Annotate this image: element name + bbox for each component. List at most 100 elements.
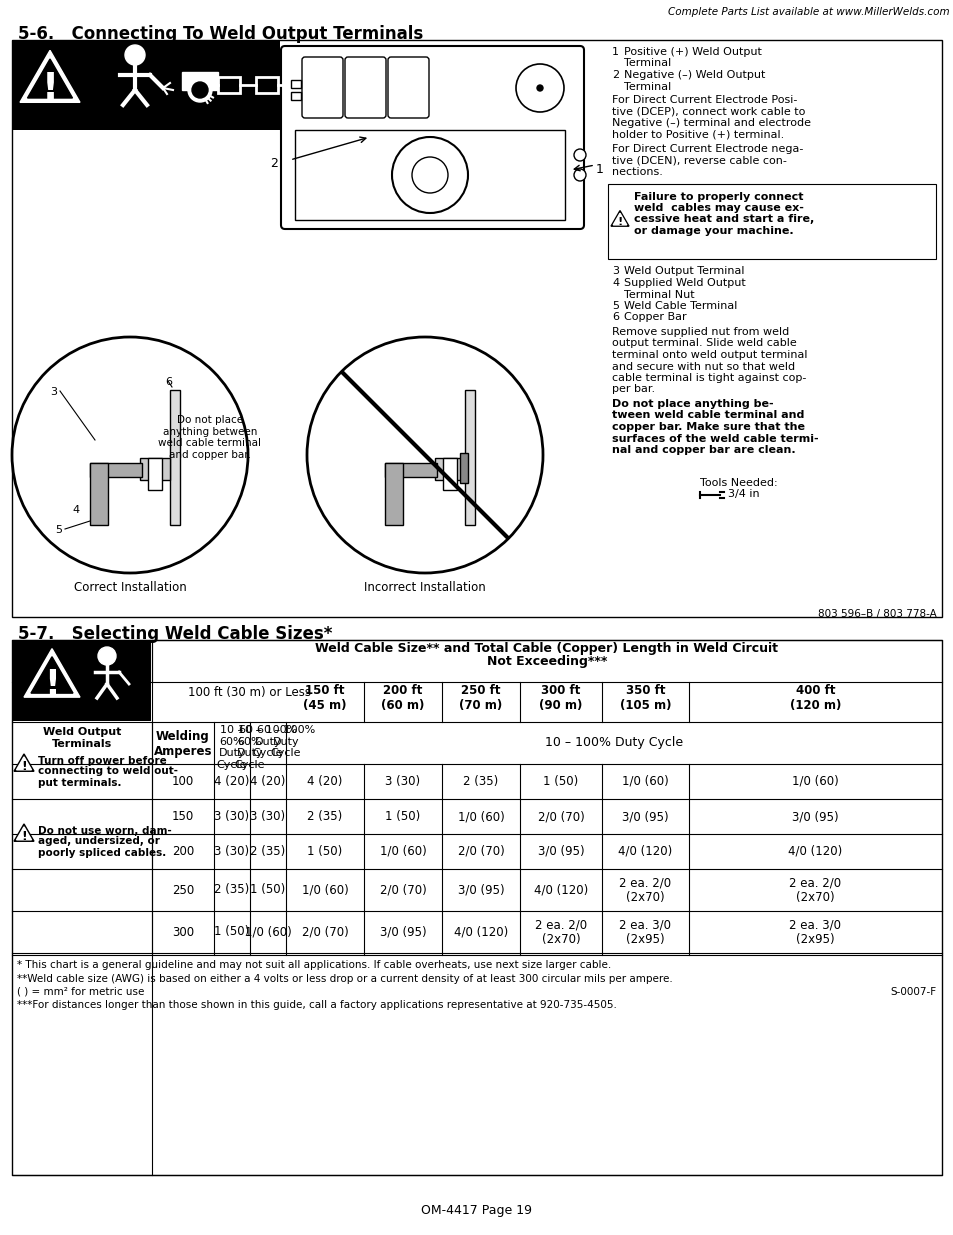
Text: 2 ea. 2/0
(2x70): 2 ea. 2/0 (2x70) xyxy=(535,918,586,946)
Circle shape xyxy=(188,78,212,103)
Text: 10 –
60%
Duty
Cycle: 10 – 60% Duty Cycle xyxy=(234,725,265,769)
Text: 1 (50): 1 (50) xyxy=(307,845,342,858)
Text: Correct Installation: Correct Installation xyxy=(73,580,186,594)
Text: 2: 2 xyxy=(270,157,277,170)
Text: Weld Output
Terminals: Weld Output Terminals xyxy=(43,727,121,748)
Polygon shape xyxy=(30,657,73,693)
Bar xyxy=(12,40,280,130)
Text: S-0007-F: S-0007-F xyxy=(890,987,936,997)
Text: 5: 5 xyxy=(612,301,618,311)
Text: nal and copper bar are clean.: nal and copper bar are clean. xyxy=(612,445,795,454)
Bar xyxy=(464,390,475,525)
Circle shape xyxy=(516,64,563,112)
Bar xyxy=(291,80,301,88)
Text: 200: 200 xyxy=(172,845,193,858)
Bar xyxy=(148,458,162,490)
Text: 1/0 (60): 1/0 (60) xyxy=(621,776,668,788)
Text: !: ! xyxy=(617,217,622,227)
Bar xyxy=(12,40,941,618)
Text: copper bar. Make sure that the: copper bar. Make sure that the xyxy=(612,422,804,432)
Circle shape xyxy=(574,149,585,161)
Bar xyxy=(459,453,468,483)
Circle shape xyxy=(125,44,145,65)
Bar xyxy=(442,458,456,490)
Text: 1 (50): 1 (50) xyxy=(214,925,250,939)
Text: 2/0 (70): 2/0 (70) xyxy=(301,925,348,939)
Text: 60 – 100%
Duty
Cycle: 60 – 100% Duty Cycle xyxy=(238,725,296,758)
Text: 300: 300 xyxy=(172,925,193,939)
Text: Remove supplied nut from weld: Remove supplied nut from weld xyxy=(612,327,788,337)
Text: 3 (30): 3 (30) xyxy=(251,810,285,823)
Text: 3: 3 xyxy=(50,387,57,396)
Text: Weld Cable Terminal: Weld Cable Terminal xyxy=(623,301,737,311)
Text: 2/0 (70): 2/0 (70) xyxy=(379,883,426,897)
Text: Terminal: Terminal xyxy=(623,82,671,91)
Polygon shape xyxy=(14,753,34,772)
Polygon shape xyxy=(24,648,80,698)
Text: 3 (30): 3 (30) xyxy=(214,845,250,858)
Text: **Weld cable size (AWG) is based on either a 4 volts or less drop or a current d: **Weld cable size (AWG) is based on eith… xyxy=(17,974,672,984)
Polygon shape xyxy=(28,59,72,98)
Text: For Direct Current Electrode Posi-: For Direct Current Electrode Posi- xyxy=(612,95,797,105)
Text: 2 ea. 3/0
(2x95): 2 ea. 3/0 (2x95) xyxy=(789,918,841,946)
Text: 3/0 (95): 3/0 (95) xyxy=(791,810,838,823)
Text: output terminal. Slide weld cable: output terminal. Slide weld cable xyxy=(612,338,796,348)
Text: Failure to properly connect: Failure to properly connect xyxy=(634,191,802,201)
Circle shape xyxy=(98,647,116,664)
Text: 4/0 (120): 4/0 (120) xyxy=(454,925,508,939)
Text: 4 (20): 4 (20) xyxy=(250,776,285,788)
Bar xyxy=(12,640,941,1174)
Bar xyxy=(90,463,108,525)
Text: 4: 4 xyxy=(71,505,79,515)
Text: * This chart is a general guideline and may not suit all applications. If cable : * This chart is a general guideline and … xyxy=(17,960,611,969)
Text: 400 ft
(120 m): 400 ft (120 m) xyxy=(789,684,841,713)
Text: 6: 6 xyxy=(612,312,618,322)
Text: 10 – 100% Duty Cycle: 10 – 100% Duty Cycle xyxy=(544,736,682,748)
Text: Complete Parts List available at www.MillerWelds.com: Complete Parts List available at www.Mil… xyxy=(668,7,949,17)
Text: !: ! xyxy=(21,830,27,844)
Bar xyxy=(291,91,301,100)
Bar xyxy=(607,184,935,258)
Text: 2/0 (70): 2/0 (70) xyxy=(537,810,584,823)
Circle shape xyxy=(537,85,542,91)
Text: 2: 2 xyxy=(612,70,618,80)
Text: Do not place anything be-: Do not place anything be- xyxy=(612,399,773,409)
Text: 250: 250 xyxy=(172,883,193,897)
Text: weld  cables may cause ex-: weld cables may cause ex- xyxy=(634,203,803,212)
Bar xyxy=(385,463,402,525)
Bar xyxy=(435,458,464,480)
FancyBboxPatch shape xyxy=(345,57,386,119)
Bar xyxy=(182,72,218,90)
Text: 6: 6 xyxy=(165,377,172,387)
Polygon shape xyxy=(20,51,80,103)
Text: surfaces of the weld cable termi-: surfaces of the weld cable termi- xyxy=(612,433,818,443)
Text: 100 ft (30 m) or Less: 100 ft (30 m) or Less xyxy=(189,685,312,699)
Text: Incorrect Installation: Incorrect Installation xyxy=(364,580,485,594)
Text: 3/0 (95): 3/0 (95) xyxy=(537,845,583,858)
Text: cessive heat and start a fire,: cessive heat and start a fire, xyxy=(634,215,814,225)
Text: 1/0 (60): 1/0 (60) xyxy=(301,883,348,897)
Text: Terminal Nut: Terminal Nut xyxy=(623,289,694,300)
Text: 3/0 (95): 3/0 (95) xyxy=(379,925,426,939)
Text: Not Exceeding***: Not Exceeding*** xyxy=(486,655,606,668)
Text: connecting to weld out-: connecting to weld out- xyxy=(38,767,178,777)
Polygon shape xyxy=(610,211,628,226)
FancyBboxPatch shape xyxy=(388,57,429,119)
Text: 4/0 (120): 4/0 (120) xyxy=(787,845,841,858)
Text: !: ! xyxy=(41,72,58,107)
Text: For Direct Current Electrode nega-: For Direct Current Electrode nega- xyxy=(612,144,802,154)
Text: Copper Bar: Copper Bar xyxy=(623,312,686,322)
Text: 3/4 in: 3/4 in xyxy=(727,489,759,499)
Text: 2/0 (70): 2/0 (70) xyxy=(457,845,504,858)
Text: Supplied Weld Output: Supplied Weld Output xyxy=(623,278,745,288)
Bar xyxy=(13,641,151,721)
Text: 3/0 (95): 3/0 (95) xyxy=(621,810,668,823)
Text: 3: 3 xyxy=(612,267,618,277)
Text: 1 (50): 1 (50) xyxy=(250,883,285,897)
Circle shape xyxy=(412,157,448,193)
Polygon shape xyxy=(16,827,31,840)
Text: and secure with nut so that weld: and secure with nut so that weld xyxy=(612,362,794,372)
Circle shape xyxy=(307,337,542,573)
Circle shape xyxy=(574,169,585,182)
Text: 150: 150 xyxy=(172,810,193,823)
